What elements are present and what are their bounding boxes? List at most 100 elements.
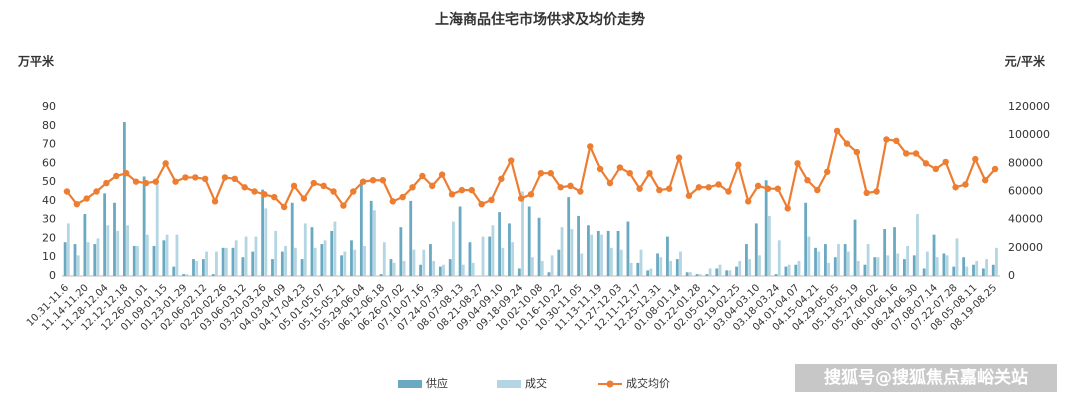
bar <box>399 227 403 276</box>
line-point <box>330 188 337 195</box>
y-tick-label: 90 <box>42 100 56 113</box>
bar <box>333 221 337 276</box>
bar <box>925 251 929 276</box>
line-point <box>517 195 525 202</box>
line-point <box>369 177 377 184</box>
line-point <box>754 182 762 190</box>
bar <box>106 225 110 276</box>
bar <box>343 251 347 276</box>
bar <box>745 244 748 276</box>
bar <box>185 274 189 276</box>
bar <box>468 242 472 276</box>
bar <box>201 259 205 276</box>
line-point <box>853 148 861 156</box>
line-point <box>93 188 100 195</box>
y2-tick-label: 60000 <box>1008 185 1043 198</box>
line-point <box>142 179 150 187</box>
bar <box>241 257 245 276</box>
line-point <box>527 191 535 198</box>
bar <box>616 230 620 276</box>
line-point <box>981 177 989 184</box>
line-point <box>300 195 308 202</box>
bar <box>715 268 719 276</box>
bar <box>787 264 791 276</box>
bar <box>231 247 235 276</box>
bar <box>350 240 353 276</box>
bar <box>113 202 116 276</box>
bar <box>517 268 521 276</box>
y-tick-label: 40 <box>42 194 56 207</box>
bar <box>320 244 324 276</box>
y2-axis-label: 元/平米 <box>1005 54 1046 69</box>
bar <box>264 208 268 276</box>
line-point <box>73 200 81 208</box>
bar <box>975 260 979 276</box>
line-point <box>468 186 475 194</box>
bar <box>192 259 195 276</box>
line-point <box>883 136 890 143</box>
bar <box>340 255 343 276</box>
bar <box>679 251 682 276</box>
bar <box>935 257 939 276</box>
bar <box>471 262 475 276</box>
bar <box>903 259 906 276</box>
bar <box>708 268 712 276</box>
bar <box>972 264 975 276</box>
line-point <box>794 160 801 167</box>
bar <box>96 238 100 276</box>
line-point <box>705 184 712 191</box>
bar <box>814 247 817 276</box>
line-point <box>873 188 880 195</box>
bar <box>807 236 811 276</box>
watermark-bg <box>795 364 1057 392</box>
bar <box>491 225 495 276</box>
y-axis-label: 万平米 <box>17 54 55 69</box>
legend-label: 成交均价 <box>626 376 670 390</box>
line-point <box>63 188 71 195</box>
line-point <box>932 165 940 173</box>
bar <box>251 251 255 276</box>
bar <box>866 244 870 276</box>
line-point <box>132 178 140 185</box>
bar <box>488 236 492 276</box>
bar <box>688 272 692 276</box>
bar <box>649 268 653 276</box>
bar <box>725 270 729 276</box>
bar <box>738 260 742 276</box>
legend-label: 供应 <box>426 376 448 390</box>
bar <box>735 266 738 276</box>
bar <box>883 229 887 276</box>
y2-tick-label: 100000 <box>1008 128 1050 141</box>
line-point <box>636 185 643 192</box>
bar <box>784 266 788 276</box>
bar <box>448 259 452 276</box>
bar <box>422 249 426 276</box>
line-point <box>152 178 159 185</box>
bar <box>985 259 988 276</box>
y-tick-label: 60 <box>42 156 56 169</box>
bar <box>221 247 225 276</box>
bar <box>531 257 534 276</box>
line-point <box>458 186 466 194</box>
line-point <box>903 150 910 157</box>
line-point <box>488 196 495 204</box>
line-point <box>784 205 791 212</box>
y-tick-label: 70 <box>42 138 56 151</box>
y-tick-label: 0 <box>49 269 56 282</box>
bar <box>843 244 847 276</box>
bar <box>175 234 179 276</box>
line-point <box>280 203 288 211</box>
line-point <box>942 158 949 166</box>
bar <box>995 247 998 276</box>
line-point <box>310 179 317 187</box>
y-tick-label: 20 <box>42 231 56 244</box>
bar <box>152 245 156 276</box>
bar <box>912 255 916 276</box>
line-point <box>162 160 169 167</box>
bar <box>557 249 561 276</box>
bar <box>837 244 840 276</box>
bar <box>962 257 966 276</box>
bar <box>824 244 827 276</box>
line-point <box>972 155 979 163</box>
watermark: 搜狐号@搜狐焦点嘉峪关站 <box>824 367 1028 388</box>
